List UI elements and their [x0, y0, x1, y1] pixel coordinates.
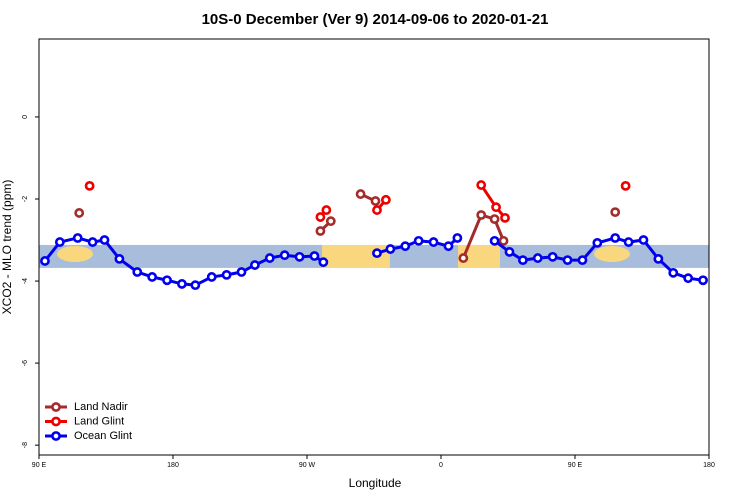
- point: [236, 267, 247, 277]
- point: [177, 279, 187, 289]
- point: [489, 235, 500, 246]
- point: [489, 214, 500, 225]
- point: [372, 205, 382, 215]
- point: [413, 235, 424, 246]
- point: [517, 255, 528, 266]
- point: [147, 272, 158, 282]
- land-region: [57, 246, 93, 262]
- point: [491, 202, 501, 213]
- point: [315, 226, 326, 236]
- land-region: [458, 245, 500, 268]
- point: [264, 253, 275, 263]
- point: [190, 280, 201, 291]
- legend-label: Land Nadir: [74, 401, 128, 413]
- legend-marker: [51, 416, 61, 427]
- point: [592, 237, 603, 248]
- x-tick-label: 0: [439, 462, 443, 469]
- point: [610, 233, 621, 243]
- point: [355, 189, 366, 199]
- point: [321, 205, 332, 215]
- chart-title: 10S-0 December (Ver 9) 2014-09-06 to 202…: [202, 11, 549, 28]
- y-axis-label: XCO2 - MLO trend (ppm): [0, 180, 14, 315]
- x-tick-label: 180: [167, 462, 179, 469]
- point: [653, 253, 664, 264]
- plot-frame: [38, 38, 710, 456]
- y-tick-label: -6: [22, 360, 29, 366]
- point: [99, 235, 110, 245]
- point: [114, 253, 125, 264]
- point: [547, 251, 558, 262]
- y-tick-label: 0: [22, 115, 29, 119]
- point: [577, 255, 588, 266]
- point: [443, 241, 454, 252]
- point: [452, 233, 463, 243]
- x-tick-label: 90 E: [32, 462, 47, 469]
- legend-label: Ocean Glint: [74, 430, 132, 442]
- point: [683, 273, 694, 284]
- point: [504, 247, 515, 257]
- point: [162, 275, 172, 286]
- point: [315, 212, 326, 222]
- point: [249, 260, 260, 270]
- point: [309, 251, 320, 261]
- point: [325, 216, 336, 227]
- point: [610, 207, 621, 218]
- point: [620, 180, 631, 191]
- point: [638, 235, 649, 245]
- point: [668, 267, 679, 278]
- point: [294, 251, 305, 262]
- point: [476, 210, 487, 220]
- point: [698, 275, 708, 286]
- y-tick-label: -8: [22, 442, 29, 448]
- point: [279, 250, 290, 261]
- legend-marker: [51, 431, 61, 441]
- point: [500, 212, 510, 223]
- point: [385, 244, 396, 254]
- point: [372, 248, 382, 259]
- point: [206, 272, 217, 282]
- y-tick-label: -4: [22, 278, 29, 284]
- point: [54, 237, 65, 247]
- point: [318, 257, 329, 268]
- point: [458, 253, 469, 263]
- point: [221, 269, 232, 280]
- point: [428, 237, 439, 247]
- y-tick-label: -2: [22, 196, 29, 202]
- series-line: [320, 185, 625, 218]
- point: [132, 267, 143, 277]
- point: [532, 253, 543, 263]
- point: [87, 237, 98, 247]
- point: [498, 235, 509, 246]
- x-tick-label: 90 E: [568, 462, 583, 469]
- x-axis-label: Longitude: [349, 476, 402, 490]
- point: [40, 256, 50, 266]
- legend-marker: [51, 402, 61, 412]
- point: [84, 180, 95, 191]
- point: [400, 241, 411, 252]
- point: [370, 196, 381, 206]
- x-tick-label: 90 W: [299, 462, 316, 469]
- point: [623, 237, 634, 247]
- point: [562, 255, 573, 266]
- point: [72, 233, 83, 243]
- point: [381, 194, 391, 205]
- point: [476, 180, 487, 190]
- x-tick-label: 180: [703, 462, 715, 469]
- land-region: [594, 246, 630, 262]
- point: [74, 208, 85, 218]
- legend-label: Land Glint: [74, 415, 124, 427]
